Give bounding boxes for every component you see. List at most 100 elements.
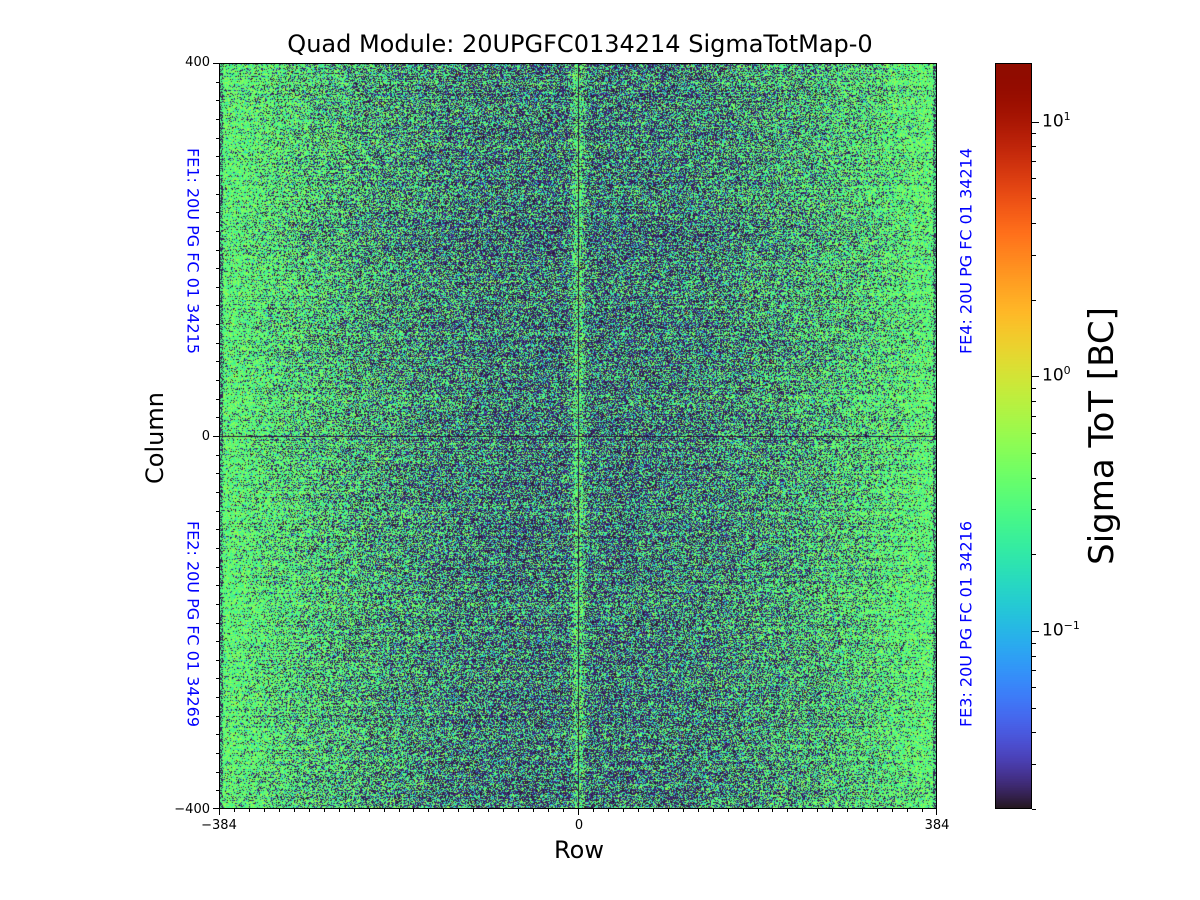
y-minor-tick (216, 343, 219, 344)
y-minor-tick (216, 753, 219, 754)
x-minor-tick (428, 809, 429, 812)
colorbar-minor-tick (1032, 656, 1036, 657)
y-tick-label: 0 (201, 429, 210, 444)
x-minor-tick (294, 809, 295, 812)
x-minor-tick (533, 809, 534, 812)
heatmap-image (219, 63, 937, 809)
colorbar-minor-tick (1032, 732, 1036, 733)
colorbar-minor-tick (1032, 509, 1036, 510)
x-minor-tick (832, 809, 833, 812)
x-minor-tick (728, 809, 729, 812)
y-minor-tick (216, 473, 219, 474)
y-minor-tick (216, 250, 219, 251)
colorbar-minor-tick (1032, 255, 1036, 256)
x-minor-tick (473, 809, 474, 812)
x-minor-tick (668, 809, 669, 812)
colorbar-label: Sigma ToT [BC] (1082, 307, 1122, 565)
x-tick-mark (578, 809, 579, 815)
x-minor-tick (713, 809, 714, 812)
x-minor-tick (458, 809, 459, 812)
y-minor-tick (216, 231, 219, 232)
y-minor-tick (216, 604, 219, 605)
y-minor-tick (216, 212, 219, 213)
x-minor-tick (862, 809, 863, 812)
colorbar-minor-tick (1032, 670, 1036, 671)
x-minor-tick (623, 809, 624, 812)
colorbar-major-tick (1032, 631, 1039, 632)
colorbar-major-tick (1032, 122, 1039, 123)
x-minor-tick (817, 809, 818, 812)
x-minor-tick (698, 809, 699, 812)
x-minor-tick (384, 809, 385, 812)
x-minor-tick (847, 809, 848, 812)
y-minor-tick (216, 511, 219, 512)
colorbar-minor-tick (1032, 223, 1036, 224)
x-minor-tick (518, 809, 519, 812)
colorbar-tick-label: 100 (1042, 364, 1071, 386)
colorbar-minor-tick (1032, 453, 1036, 454)
y-minor-tick (216, 268, 219, 269)
colorbar-minor-tick (1032, 687, 1036, 688)
fe1-label: FE1: 20U PG FC 01 34215 (183, 147, 203, 355)
colorbar-tick-label: 101 (1042, 110, 1071, 132)
colorbar-minor-tick (1032, 178, 1036, 179)
colorbar-minor-tick (1032, 161, 1036, 162)
colorbar-minor-tick (1032, 643, 1036, 644)
y-minor-tick (216, 641, 219, 642)
y-minor-tick (216, 100, 219, 101)
x-minor-tick (354, 809, 355, 812)
x-minor-tick (877, 809, 878, 812)
x-minor-tick (593, 809, 594, 812)
x-minor-tick (324, 809, 325, 812)
x-minor-tick (772, 809, 773, 812)
y-minor-tick (216, 455, 219, 456)
colorbar-minor-tick (1032, 300, 1036, 301)
x-minor-tick (922, 809, 923, 812)
x-minor-tick (758, 809, 759, 812)
x-axis-label: Row (554, 836, 604, 864)
x-minor-tick (548, 809, 549, 812)
colorbar-minor-tick (1032, 146, 1036, 147)
x-minor-tick (802, 809, 803, 812)
colorbar-minor-tick (1032, 764, 1036, 765)
colorbar-gradient (995, 63, 1032, 809)
x-tick-mark (936, 809, 937, 815)
x-minor-tick (907, 809, 908, 812)
y-tick-mark (213, 436, 219, 437)
y-minor-tick (216, 734, 219, 735)
x-minor-tick (413, 809, 414, 812)
y-minor-tick (216, 361, 219, 362)
colorbar-frame (995, 63, 1032, 809)
y-minor-tick (216, 380, 219, 381)
colorbar-minor-tick (1032, 554, 1036, 555)
x-minor-tick (339, 809, 340, 812)
y-tick-label: −400 (174, 802, 210, 817)
y-minor-tick (216, 567, 219, 568)
colorbar-minor-tick (1032, 401, 1036, 402)
x-tick-label: 0 (574, 818, 584, 833)
y-minor-tick (216, 156, 219, 157)
x-minor-tick (369, 809, 370, 812)
x-minor-tick (743, 809, 744, 812)
chart-title: Quad Module: 20UPGFC0134214 SigmaTotMap-… (287, 30, 873, 58)
y-tick-mark (213, 808, 219, 809)
colorbar-minor-tick (1032, 198, 1036, 199)
x-tick-mark (219, 809, 220, 815)
x-tick-label: −384 (201, 818, 237, 833)
y-minor-tick (216, 138, 219, 139)
y-minor-tick (216, 585, 219, 586)
y-minor-tick (216, 399, 219, 400)
colorbar-minor-tick (1032, 388, 1036, 389)
x-minor-tick (309, 809, 310, 812)
colorbar-minor-tick (1032, 809, 1036, 810)
x-minor-tick (249, 809, 250, 812)
y-axis-label: Column (141, 392, 169, 484)
y-minor-tick (216, 492, 219, 493)
x-minor-tick (503, 809, 504, 812)
y-minor-tick (216, 175, 219, 176)
colorbar-minor-tick (1032, 133, 1036, 134)
x-minor-tick (638, 809, 639, 812)
fe2-label: FE2: 20U PG FC 01 34269 (183, 520, 203, 728)
x-minor-tick (892, 809, 893, 812)
colorbar-tick-label: 10−1 (1042, 619, 1080, 641)
